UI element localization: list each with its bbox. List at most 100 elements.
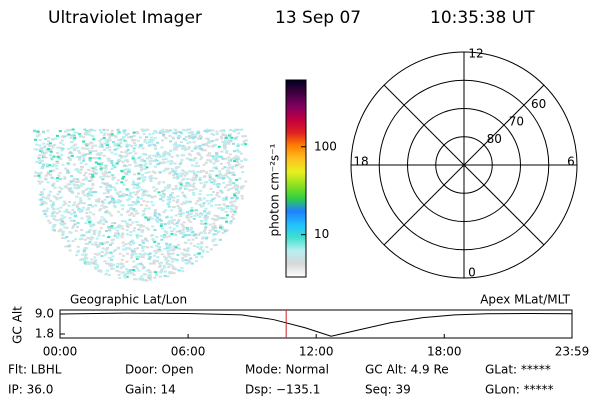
pixel [141,249,145,252]
pixel [151,139,155,142]
pixel [225,151,229,154]
pixel [44,197,48,200]
pixel [105,241,109,244]
pixel [91,144,95,147]
pixel [87,230,91,233]
pixel [90,187,94,190]
pixel [56,219,60,222]
pixel [241,185,245,188]
pixel [134,152,138,155]
pixel [113,165,117,168]
pixel [179,181,183,184]
pixel [113,144,117,147]
pixel [55,164,58,167]
pixel [85,247,89,250]
pixel [144,279,148,282]
pixel [185,183,188,186]
pixel [41,193,45,196]
pixel [115,265,119,268]
pixel [212,133,216,136]
pixel [110,151,114,154]
pixel [80,237,84,240]
pixel [184,135,188,138]
pixel [156,141,160,144]
pixel [142,210,146,212]
pixel [125,134,128,137]
pixel [169,271,173,274]
pixel [78,201,82,204]
pixel [106,252,110,254]
pixel [129,135,133,138]
pixel [189,226,193,229]
pixel [121,208,125,211]
pixel [70,180,74,183]
pixel [63,176,67,179]
pixel [170,209,174,212]
pixel [166,263,169,265]
pixel [78,156,81,159]
pixel [103,182,107,185]
pixel [101,202,105,205]
pixel [222,203,226,206]
pixel [106,140,109,143]
pixel [196,165,200,168]
pixel [224,198,228,201]
pixel [218,203,222,206]
pixel [166,202,170,205]
pixel [102,206,106,209]
pixel [233,200,237,203]
pixel [217,155,221,158]
pixel [179,141,183,144]
pixel [63,200,66,203]
pixel [38,139,42,142]
pixel [131,157,135,160]
pixel [173,223,177,226]
pixel [85,208,89,211]
pixel [178,207,182,210]
pixel [153,214,157,217]
pixel [131,180,135,183]
pixel [125,159,129,162]
pixel [197,153,201,156]
pixel [203,149,207,152]
pixel [229,179,233,182]
alt-x-tick-label: 18:00 [427,345,462,359]
pixel [150,143,154,146]
polar-ring-label: 70 [509,115,524,129]
pixel [230,215,234,218]
pixel [154,177,158,180]
pixel [229,220,233,223]
pixel [176,198,180,201]
pixel [213,238,217,241]
pixel [210,132,214,135]
pixel [195,162,199,165]
pixel [230,158,234,161]
pixel [226,169,229,172]
pixel [98,153,102,156]
pixel [137,146,141,149]
pixel [63,237,67,240]
pixel [64,186,68,189]
pixel [134,165,138,168]
pixel [158,265,162,268]
pixel [188,212,191,215]
pixel [171,174,175,177]
pixel [90,258,94,261]
pixel [151,177,155,180]
pixel [122,136,126,138]
pixel [211,178,215,180]
pixel [141,245,145,248]
pixel [136,201,140,204]
pixel [99,208,103,211]
pixel [54,196,58,199]
pixel [60,139,64,142]
pixel [226,205,230,208]
pixel [208,176,212,179]
pixel [90,236,94,239]
pixel [206,137,210,140]
pixel [111,174,115,177]
pixel [244,139,248,142]
pixel [158,171,162,174]
pixel [150,140,154,143]
pixel [163,255,167,258]
